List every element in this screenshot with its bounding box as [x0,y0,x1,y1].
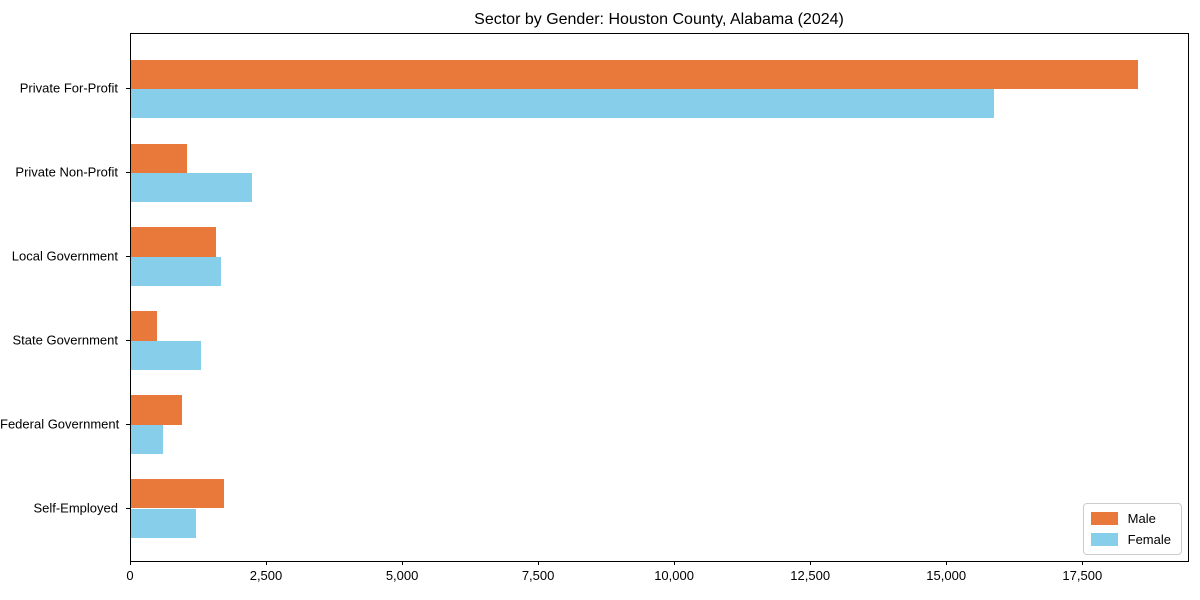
x-tick-mark [266,561,267,565]
y-tick-mark [126,255,130,257]
x-tick-mark [538,561,540,565]
x-tick-label: 0 [126,568,134,583]
y-tick-label: Local Government [11,248,118,264]
y-tick-label: Self-Employed [33,500,118,515]
y-tick-label: Private Non-Profit [15,164,118,180]
x-tick-label: 5,000 [385,568,419,583]
bar-male-4 [131,311,157,341]
y-tick-mark [126,423,130,425]
legend-item-female: Female [1090,532,1171,547]
x-tick-label: 7,500 [521,568,555,583]
bar-female-1 [131,89,994,119]
x-tick-mark [1082,561,1084,565]
y-tick-label: Private For-Profit [19,80,118,96]
x-tick-label: 10,000 [654,568,694,583]
legend-item-male: Male [1090,511,1171,526]
x-tick-label: 15,000 [926,568,967,583]
legend-label-male: Male [1127,511,1156,526]
bar-male-3 [131,227,217,257]
bar-male-5 [131,395,183,425]
x-tick-label: 17,500 [1062,568,1103,583]
x-tick-mark [810,561,812,565]
plot-area: Male Female [130,33,1189,562]
legend-swatch-male-icon [1090,512,1118,525]
x-tick-label: 12,500 [790,568,831,583]
x-tick-mark [130,561,131,565]
bar-female-5 [131,424,163,454]
x-tick-mark [674,561,676,565]
x-tick-mark [946,561,948,565]
bar-female-6 [131,508,197,538]
bar-female-2 [131,172,253,203]
x-tick-label: 2,500 [249,568,283,583]
y-tick-mark [126,339,130,341]
legend-swatch-female-icon [1090,533,1118,546]
legend-label-female: Female [1127,532,1171,547]
chart-title: Sector by Gender: Houston County, Alabam… [474,11,844,28]
y-tick-mark [126,507,130,509]
y-tick-label: State Government [12,332,119,348]
bar-female-4 [131,340,202,371]
y-tick-mark [126,88,130,89]
y-tick-label: Federal Government [0,416,120,432]
bar-male-6 [131,479,224,509]
y-tick-mark [126,171,130,173]
x-tick-mark [402,561,404,565]
bar-male-2 [131,143,187,173]
legend: Male Female [1082,503,1182,555]
bar-male-1 [131,59,1138,89]
bar-female-3 [131,256,222,287]
